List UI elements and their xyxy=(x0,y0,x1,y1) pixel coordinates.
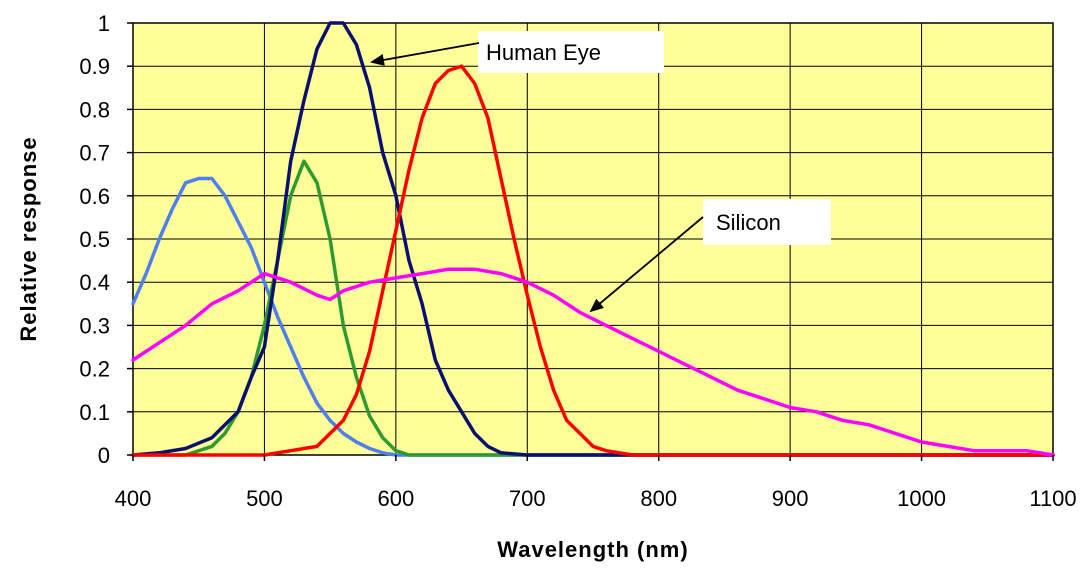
x-tick-label: 400 xyxy=(115,486,152,511)
y-tick-label: 0.5 xyxy=(79,227,110,252)
y-tick-label: 0.9 xyxy=(79,54,110,79)
y-tick-label: 0.3 xyxy=(79,313,110,338)
x-axis: 400 500 600 700 800 900 1000 1100 xyxy=(115,455,1077,511)
x-tick-label: 1000 xyxy=(897,486,946,511)
x-tick-label: 500 xyxy=(246,486,283,511)
y-tick-label: 0.2 xyxy=(79,357,110,382)
series-layer xyxy=(131,21,1055,457)
y-axis: 0 0.1 0.2 0.3 0.4 0.5 0.6 0.7 0.8 0.9 1 xyxy=(79,11,133,468)
y-tick-label: 0.8 xyxy=(79,97,110,122)
y-tick-label: 0.4 xyxy=(79,270,110,295)
y-tick-label: 0.6 xyxy=(79,184,110,209)
human-eye-label-box xyxy=(478,31,664,73)
y-tick-label: 0.1 xyxy=(79,400,110,425)
x-tick-label: 600 xyxy=(377,486,414,511)
series-line-red xyxy=(131,64,1055,457)
silicon-arrow xyxy=(589,216,704,313)
silicon-label-box xyxy=(703,199,831,245)
x-axis-title: Wavelength (nm) xyxy=(497,537,688,562)
y-tick-label: 0.7 xyxy=(79,141,110,166)
series-line-green xyxy=(131,159,1055,457)
series-line-dark-blue xyxy=(131,21,1055,457)
x-tick-label: 1100 xyxy=(1029,486,1076,511)
y-tick-label: 1 xyxy=(98,11,110,36)
x-tick-label: 700 xyxy=(509,486,546,511)
human-eye-arrow xyxy=(370,42,480,66)
x-tick-label: 900 xyxy=(772,486,809,511)
human-eye-label: Human Eye xyxy=(486,40,601,65)
y-axis-title: Relative response xyxy=(16,136,41,341)
y-tick-label: 0 xyxy=(98,443,110,468)
silicon-label: Silicon xyxy=(716,210,781,235)
series-line-magenta xyxy=(131,267,1055,457)
x-tick-label: 800 xyxy=(640,486,677,511)
